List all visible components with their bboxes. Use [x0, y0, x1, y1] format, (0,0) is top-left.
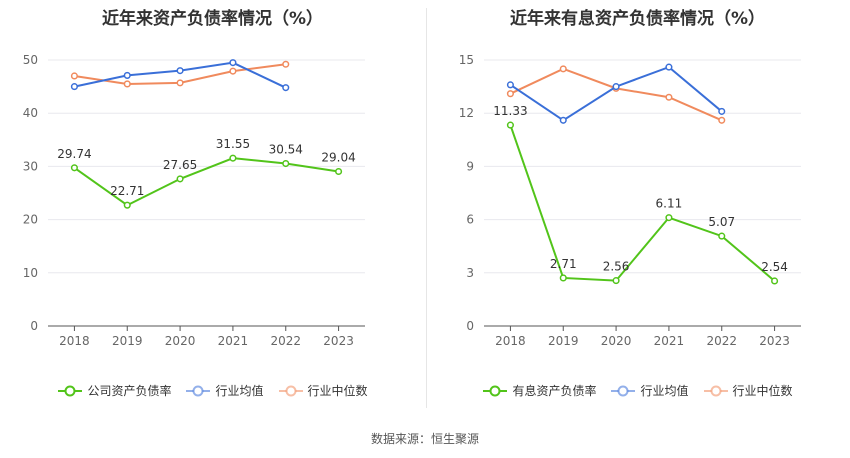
- x-tick-label: 2018: [59, 334, 90, 348]
- data-point: [665, 63, 673, 71]
- legend-label: 行业中位数: [307, 384, 368, 398]
- series-line: [73, 157, 339, 207]
- legend-item[interactable]: 行业均值: [185, 382, 264, 399]
- data-point: [665, 93, 673, 101]
- data-point: [335, 167, 343, 176]
- legend-item[interactable]: 行业中位数: [703, 382, 793, 399]
- y-tick-label: 40: [23, 106, 38, 120]
- legend-label: 行业中位数: [732, 384, 793, 398]
- data-point: [229, 59, 237, 67]
- data-point: [282, 60, 290, 68]
- data-point: [282, 159, 290, 168]
- data-label: 31.55: [216, 137, 250, 151]
- panel-divider: [426, 8, 427, 408]
- data-label: 2.56: [603, 260, 630, 274]
- x-tick-label: 2023: [759, 334, 790, 348]
- data-label: 27.65: [163, 158, 197, 172]
- legend-item[interactable]: 有息资产负债率: [482, 382, 596, 399]
- data-point: [506, 121, 514, 129]
- legend-label: 行业均值: [640, 384, 689, 398]
- x-tick-label: 2021: [218, 334, 249, 348]
- x-tick-label: 2020: [601, 334, 632, 348]
- y-tick-label: 0: [30, 319, 38, 333]
- data-point: [718, 232, 726, 240]
- chart-plot: 0 10 20 30 40 50 2018 2019 2020 2021 2022 2023 29.74…: [23, 53, 365, 348]
- data-point: [229, 154, 237, 162]
- legend-swatch-icon: [58, 385, 83, 396]
- data-point: [506, 81, 514, 89]
- data-label: 2.54: [761, 260, 788, 274]
- x-tick-label: 2019: [548, 334, 579, 348]
- y-tick-label: 6: [466, 213, 474, 227]
- data-source-note: 数据来源：恒生聚源: [370, 432, 479, 446]
- x-tick-label: 2022: [270, 334, 301, 348]
- legend-swatch-icon: [483, 385, 508, 396]
- y-tick-label: 12: [459, 106, 474, 120]
- y-tick-label: 3: [466, 266, 474, 280]
- y-tick-label: 20: [23, 213, 38, 227]
- x-tick-label: 2021: [654, 334, 685, 348]
- x-tick-label: 2022: [706, 334, 737, 348]
- legend-label: 有息资产负债率: [512, 384, 597, 398]
- data-point: [123, 80, 131, 88]
- legend-label: 行业均值: [215, 384, 264, 398]
- data-label: 2.71: [550, 257, 577, 271]
- data-point: [559, 116, 567, 124]
- data-point: [612, 277, 620, 285]
- y-tick-label: 0: [466, 319, 474, 333]
- data-point: [282, 84, 290, 92]
- data-label: 22.71: [110, 184, 144, 198]
- data-label: 29.74: [57, 147, 91, 161]
- chart-legend: 有息资产负债率 行业均值 行业中位数: [425, 382, 850, 399]
- x-tick-label: 2020: [165, 334, 196, 348]
- data-point: [506, 90, 514, 98]
- data-point: [771, 277, 779, 285]
- legend-swatch-icon: [611, 385, 636, 396]
- y-tick-label: 10: [23, 266, 38, 280]
- data-point: [123, 201, 131, 209]
- x-tick-label: 2018: [495, 334, 526, 348]
- data-point: [176, 67, 184, 75]
- x-tick-label: 2019: [112, 334, 143, 348]
- data-point: [665, 214, 673, 222]
- legend-item[interactable]: 公司资产负债率: [57, 382, 171, 399]
- chart-plot: 0 3 6 9 12 15 2018 2019 2020 2021 2022 2023 11.33 2.7…: [459, 53, 801, 348]
- data-label: 29.04: [321, 151, 355, 165]
- data-point: [559, 65, 567, 73]
- y-tick-label: 9: [466, 159, 474, 173]
- legend-item[interactable]: 行业中位数: [278, 382, 368, 399]
- legend-label: 公司资产负债率: [87, 384, 172, 398]
- chart-legend: 公司资产负债率 行业均值 行业中位数: [0, 382, 425, 399]
- data-label: 30.54: [269, 143, 303, 157]
- data-point: [229, 67, 237, 75]
- series-line: [509, 65, 723, 122]
- data-point: [70, 72, 78, 80]
- data-label: 5.07: [708, 215, 735, 229]
- x-tick-label: 2023: [323, 334, 354, 348]
- y-tick-label: 15: [459, 53, 474, 67]
- y-tick-label: 50: [23, 53, 38, 67]
- data-label: 11.33: [493, 104, 527, 118]
- data-point: [123, 71, 131, 79]
- y-tick-label: 30: [23, 159, 38, 173]
- data-point: [718, 107, 726, 115]
- series-line: [509, 124, 776, 282]
- chart-title: 近年来资产负债率情况（%）: [101, 9, 324, 29]
- chart-panel-interest-debt: 近年来有息资产负债率情况（%） 0 3 6 9 12 15 2018 2019 2020 2021…: [425, 0, 850, 410]
- data-point: [176, 79, 184, 87]
- legend-swatch-icon: [278, 385, 303, 396]
- legend-swatch-icon: [703, 385, 728, 396]
- data-point: [612, 83, 620, 91]
- data-point: [70, 164, 78, 172]
- chart-title: 近年来有息资产负债率情况（%）: [509, 9, 766, 29]
- data-point: [718, 116, 726, 124]
- chart-panel-total-debt: 近年来资产负债率情况（%） 0 10 20 30 40 50 2018 2019 2020 202…: [0, 0, 425, 410]
- data-point: [70, 83, 78, 91]
- data-point: [559, 274, 567, 282]
- data-label: 6.11: [656, 197, 683, 211]
- legend-swatch-icon: [186, 385, 211, 396]
- data-point: [176, 175, 184, 183]
- legend-item[interactable]: 行业均值: [610, 382, 689, 399]
- series-line: [509, 67, 723, 122]
